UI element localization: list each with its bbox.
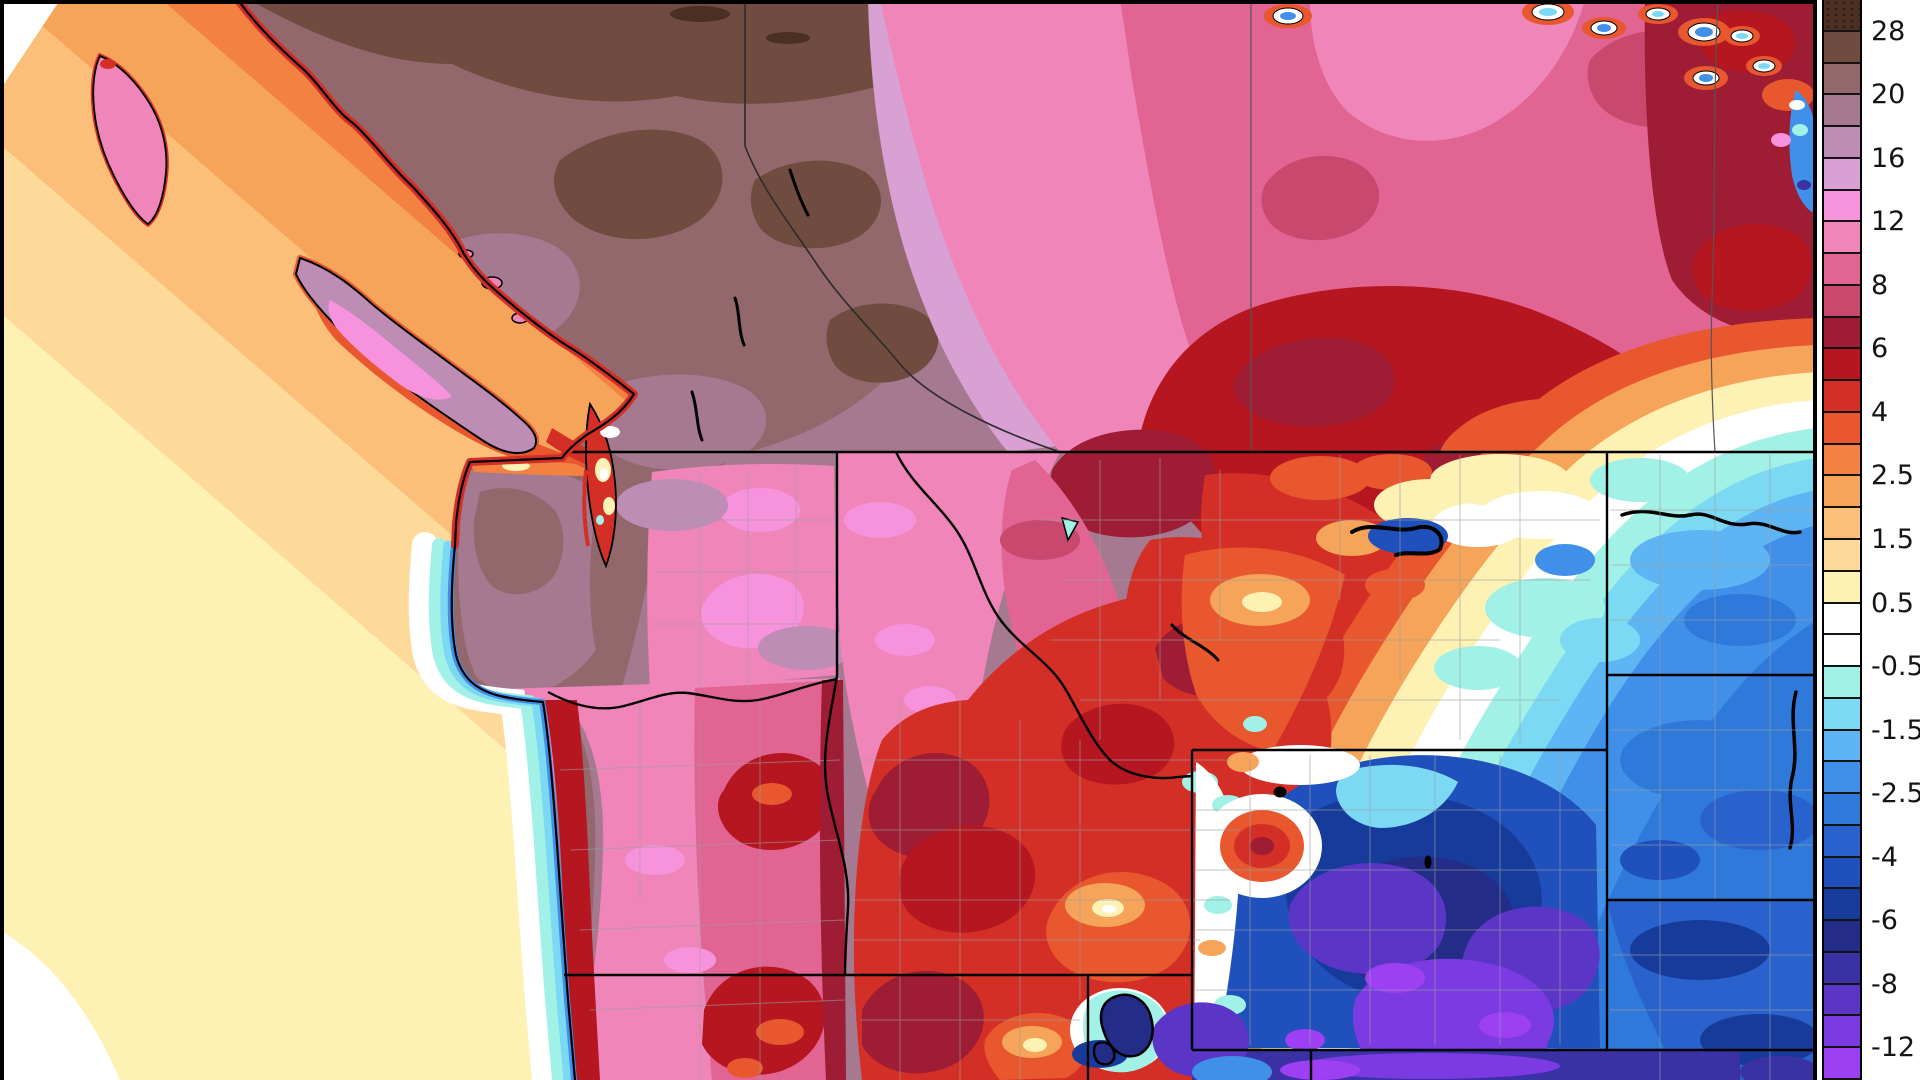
colorbar-cell <box>1824 444 1860 477</box>
colorbar-tick-label: 28 <box>1871 15 1906 47</box>
wyoming-hot-spot <box>1202 752 1322 898</box>
bc-alberta-border <box>744 0 1061 453</box>
colorbar-cell <box>1824 476 1860 509</box>
colorbar-cell <box>1824 190 1860 223</box>
province-borders <box>744 0 1719 453</box>
rivers-and-lakes <box>690 168 1802 869</box>
colorbar-cell <box>1824 508 1860 540</box>
colorbar-panel: 28 20 16 12 8 6 4 2.5 1.5 0.5 -0.5 -1.5 -2.5 -4 -6 -8 -1… <box>1817 0 1920 1080</box>
islands <box>90 52 540 457</box>
colorbar-cell <box>1824 889 1860 922</box>
colorbar-cell <box>1824 730 1860 763</box>
oregon-idaho-border <box>823 675 850 977</box>
colorbar-tick-label: 2.5 <box>1871 460 1914 492</box>
saskatchewan-manitoba-border <box>1710 0 1719 453</box>
fort-peck-lake <box>1350 524 1444 557</box>
colorbar-cell <box>1824 921 1860 953</box>
colorbar-tick-label: 20 <box>1871 79 1906 111</box>
state-borders <box>547 450 1817 1080</box>
colorbar-cell <box>1824 825 1860 858</box>
colorbar-tick-label: -8 <box>1871 968 1898 1000</box>
map-frame <box>0 0 1817 1080</box>
colorbar-tick-label: -1.5 <box>1871 714 1920 746</box>
temperature-anomaly-map <box>0 0 1817 1080</box>
colorbar-tick-label: 12 <box>1871 206 1906 238</box>
colorbar-tick-label: -4 <box>1871 841 1898 873</box>
colorbar-cell <box>1824 698 1860 731</box>
colorbar-cell <box>1824 349 1860 382</box>
idaho-montana-border <box>894 451 1193 780</box>
colorbar-tick-label: 1.5 <box>1871 524 1914 555</box>
prairie-lakes <box>1264 0 1782 90</box>
missouri-river-sd <box>1788 690 1798 850</box>
colorbar-tick-label: 0.5 <box>1871 587 1914 619</box>
colorbar-cell <box>1824 1016 1860 1049</box>
colorbar-cell <box>1824 254 1860 286</box>
colorbar-tick-label: -12 <box>1871 1032 1916 1064</box>
manitoba-lakes-cold-pocket <box>1762 79 1817 452</box>
colorbar-cell <box>1824 285 1860 318</box>
colorbar-cell <box>1824 158 1860 191</box>
colorbar-cell <box>1824 603 1860 636</box>
colorbar-cell <box>1824 667 1860 699</box>
wyoming-borders <box>1190 748 1817 1052</box>
colorbar-cell <box>1824 381 1860 413</box>
great-salt-lake <box>1092 993 1154 1066</box>
colorbar-cell <box>1824 984 1860 1017</box>
colorbar-tick-label: -6 <box>1871 905 1898 937</box>
colorbar-tick-label: -0.5 <box>1871 651 1920 683</box>
colorbar-cell <box>1824 222 1860 255</box>
colorbar-cell <box>1824 31 1860 64</box>
colorbar-cell <box>1824 952 1860 985</box>
colorbar-cell <box>1824 635 1860 668</box>
map-area <box>0 0 1817 1080</box>
county-lines <box>559 455 1817 1080</box>
yellowstone-lake <box>1273 786 1287 798</box>
colorbar-labels: 28 20 16 12 8 6 4 2.5 1.5 0.5 -0.5 -1.5 -2.5 -4 -6 -8 -1… <box>1817 0 1920 1080</box>
colorbar-tick-label: 4 <box>1871 396 1889 428</box>
pacific-ocean <box>0 0 634 1080</box>
colorbar-cell <box>1824 317 1860 350</box>
colorbar-cell <box>1824 857 1860 890</box>
colorbar-cell <box>1824 0 1860 32</box>
colorbar-cell <box>1824 794 1860 826</box>
colorbar-swatches <box>1822 0 1862 1080</box>
colorbar-cell <box>1824 1048 1860 1080</box>
colorbar-cell <box>1824 63 1860 96</box>
colorbar-cell <box>1824 571 1860 604</box>
vancouver-island <box>293 255 540 457</box>
colorbar-tick-label: 6 <box>1871 333 1889 365</box>
washington-oregon-border <box>547 677 838 710</box>
colorbar-cell <box>1824 762 1860 795</box>
colorbar-cell <box>1824 95 1860 128</box>
colorbar-tick-label: 8 <box>1871 269 1889 301</box>
colorbar-tick-label: -2.5 <box>1871 778 1920 810</box>
colorbar-cell <box>1824 127 1860 159</box>
colorbar-cell <box>1824 412 1860 445</box>
colorbar-cell <box>1824 540 1860 572</box>
puget-sound <box>585 401 617 569</box>
colorbar-tick-label: 16 <box>1871 142 1906 174</box>
haida-gwaii <box>90 52 169 228</box>
